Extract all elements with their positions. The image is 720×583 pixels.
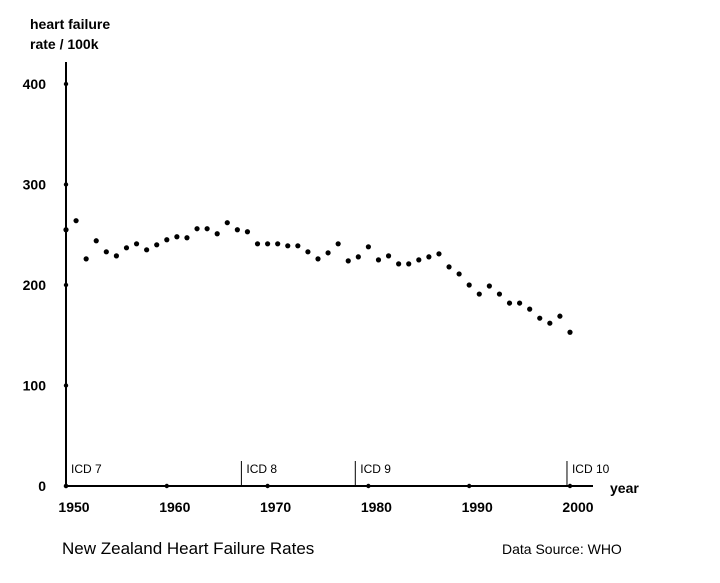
data-point (234, 227, 240, 233)
data-point (466, 282, 472, 288)
data-point (496, 291, 503, 297)
data-point (174, 234, 180, 240)
data-point (365, 244, 371, 250)
data-point (385, 253, 392, 259)
data-point (476, 291, 482, 297)
data-point (335, 241, 341, 247)
data-point (547, 320, 553, 326)
x-tick-mark (265, 483, 270, 489)
data-point (446, 264, 452, 270)
icd-label: ICD 8 (246, 462, 277, 476)
data-point (345, 258, 351, 264)
x-tick-label: 2000 (562, 499, 593, 515)
data-point (83, 256, 89, 262)
x-tick-label: 1970 (260, 499, 291, 515)
y-tick-mark (63, 383, 69, 388)
data-point (517, 300, 523, 306)
y-tick-label: 300 (23, 177, 47, 193)
data-point (63, 227, 69, 233)
data-point (164, 237, 170, 243)
y-axis-label-line-2: rate / 100k (30, 36, 99, 52)
y-tick-label: 200 (23, 277, 47, 293)
x-tick-mark (63, 483, 69, 489)
data-point (305, 249, 311, 255)
data-point (355, 254, 361, 260)
data-point (456, 271, 462, 277)
data-point (567, 329, 573, 335)
data-point (416, 257, 422, 263)
data-point (396, 261, 402, 267)
icd-label: ICD 9 (360, 462, 391, 476)
data-point (275, 241, 281, 247)
data-point (73, 218, 79, 224)
icd-label: ICD 10 (572, 462, 610, 476)
data-point (133, 241, 140, 247)
y-tick-mark (63, 282, 69, 288)
data-point (103, 249, 109, 255)
y-tick-label: 100 (23, 378, 47, 394)
data-point (325, 250, 331, 256)
data-point (214, 231, 220, 237)
data-point (436, 251, 442, 257)
x-tick-mark (164, 483, 169, 489)
x-axis-label: year (610, 480, 639, 496)
data-point (184, 235, 190, 241)
data-point (93, 238, 99, 244)
data-point (285, 243, 291, 249)
icd-label: ICD 7 (71, 462, 102, 476)
data-point (426, 254, 432, 260)
x-tick-label: 1990 (462, 499, 493, 515)
data-point (204, 226, 210, 232)
data-point (113, 253, 119, 259)
data-point (527, 306, 533, 312)
data-point (506, 300, 513, 306)
x-tick-mark (467, 483, 472, 489)
data-point (557, 313, 563, 319)
y-axis-label-line-1: heart failure (30, 16, 110, 32)
y-tick-label: 400 (23, 76, 47, 92)
x-tick-mark (567, 483, 573, 489)
data-point (254, 241, 261, 247)
data-point (194, 226, 200, 232)
data-point (265, 241, 271, 247)
x-tick-label: 1980 (361, 499, 392, 515)
data-point (315, 256, 321, 262)
data-point (154, 242, 160, 248)
data-source: Data Source: WHO (502, 541, 622, 557)
data-point (244, 229, 251, 235)
data-point (375, 257, 382, 263)
y-tick-label: 0 (38, 478, 46, 494)
data-point (295, 243, 301, 249)
chart-title: New Zealand Heart Failure Rates (62, 539, 314, 558)
data-point (537, 315, 543, 321)
x-tick-label: 1960 (159, 499, 190, 515)
data-point (406, 261, 412, 267)
data-point (123, 245, 130, 251)
y-tick-mark (63, 182, 69, 187)
x-tick-label: 1950 (58, 499, 89, 515)
data-point (144, 247, 150, 253)
data-point (224, 220, 230, 226)
x-tick-mark (366, 483, 371, 489)
y-tick-mark (63, 81, 69, 87)
data-point (486, 283, 492, 289)
